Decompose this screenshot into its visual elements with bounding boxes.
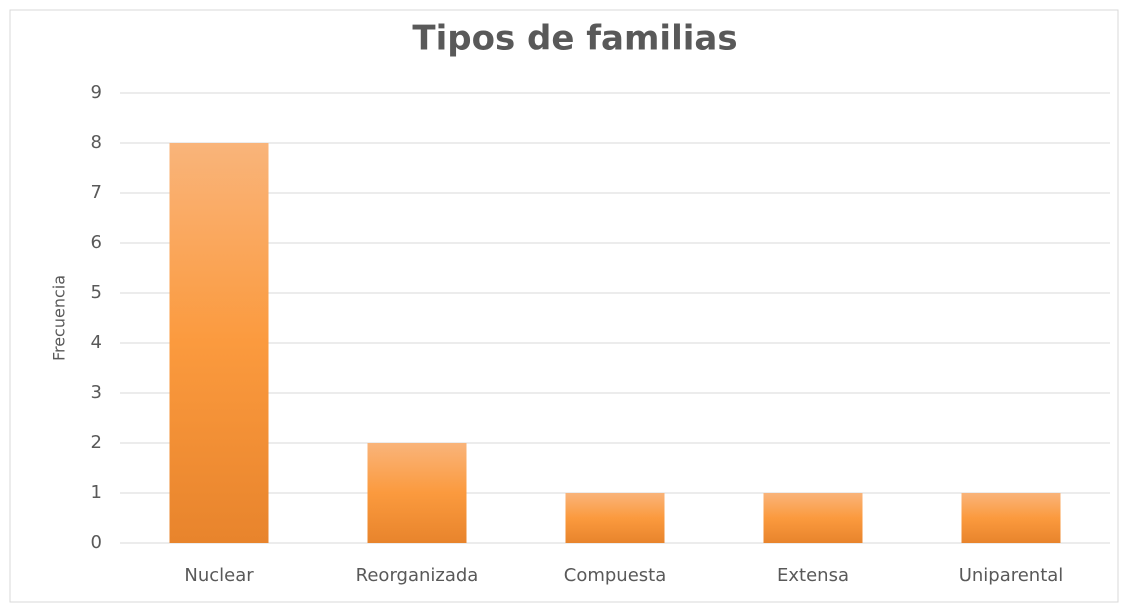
bar [763, 493, 863, 543]
y-tick-label: 9 [91, 82, 102, 103]
y-tick-label: 4 [91, 332, 102, 353]
y-tick-label: 7 [91, 182, 102, 203]
bar [961, 493, 1061, 543]
chart-title: Tipos de familias [412, 19, 737, 59]
y-tick-label: 0 [91, 532, 102, 553]
x-tick-label: Nuclear [184, 565, 254, 586]
y-tick-label: 6 [91, 232, 102, 253]
x-tick-label: Extensa [777, 565, 849, 586]
y-tick-label: 2 [91, 432, 102, 453]
x-tick-label: Uniparental [959, 565, 1064, 586]
x-tick-label: Reorganizada [356, 565, 479, 586]
bar [367, 443, 467, 543]
y-tick-label: 5 [91, 282, 102, 303]
y-tick-label: 8 [91, 132, 102, 153]
x-tick-label: Compuesta [564, 565, 667, 586]
y-tick-label: 3 [91, 382, 102, 403]
bar [565, 493, 665, 543]
y-axis-label: Frecuencia [50, 275, 69, 361]
bar [169, 143, 269, 543]
y-tick-label: 1 [91, 482, 102, 503]
